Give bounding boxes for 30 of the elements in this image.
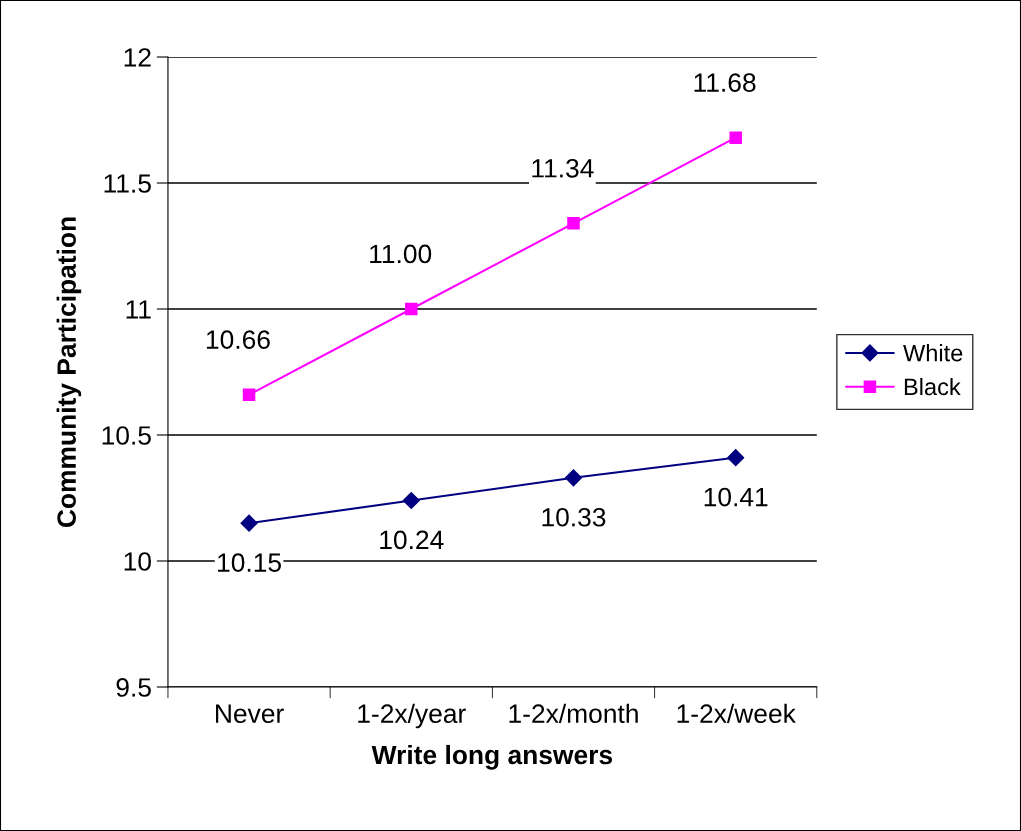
point: [240, 514, 258, 532]
x-tick-label: 1-2x/month: [509, 703, 638, 724]
x-axis-title: Write long answers: [371, 744, 613, 770]
data-label: 10.66: [206, 330, 270, 349]
point: [727, 449, 745, 467]
y-axis-title: Community Participation: [56, 217, 82, 528]
point: [242, 388, 256, 401]
legend-label: Black: [904, 377, 961, 396]
data-label: 10.15: [218, 553, 281, 572]
y-tick-label: 10: [124, 552, 151, 571]
point: [567, 217, 580, 230]
data-label: 10.33: [542, 507, 606, 527]
data-label: 11.68: [694, 73, 756, 92]
x-tick-label: 1-2x/week: [677, 703, 796, 724]
x-tick-label: Never: [216, 704, 284, 724]
point: [564, 469, 583, 487]
data-label: 10.41: [704, 487, 768, 507]
data-label: 11.34: [532, 158, 594, 178]
point: [402, 491, 420, 510]
y-tick-label: 10.5: [102, 426, 151, 445]
y-tick-label: 11.5: [104, 174, 151, 193]
x-tick-label: 1-2x/year: [358, 703, 466, 729]
y-tick-label: 9.5: [116, 678, 151, 697]
point: [729, 131, 742, 144]
data-label: 11.00: [370, 244, 432, 264]
y-tick-label: 12: [124, 48, 151, 67]
y-tick-label: 11: [126, 300, 151, 319]
data-label: 10.24: [380, 530, 444, 550]
legend-label: White: [903, 344, 963, 362]
point: [405, 302, 418, 316]
